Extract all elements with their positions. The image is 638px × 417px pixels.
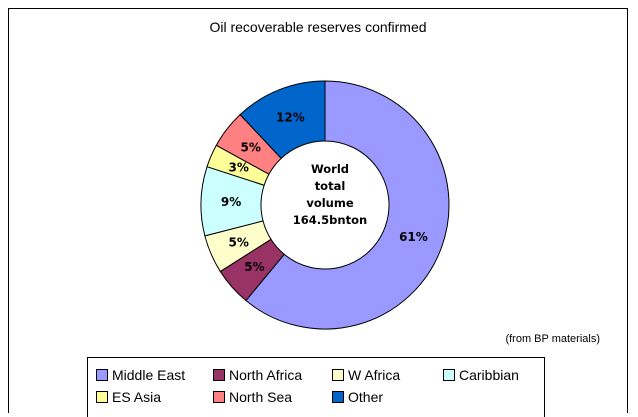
legend-swatch [96, 369, 108, 381]
slice-label: 5% [229, 235, 249, 249]
source-note: (from BP materials) [505, 333, 600, 345]
chart-area: Oil recoverable reserves confirmed 61% 5%… [8, 8, 628, 413]
legend-swatch [96, 391, 108, 403]
slice-middle-east [245, 80, 450, 330]
legend-swatch [332, 391, 344, 403]
legend-item-middle-east: Middle East [96, 367, 185, 383]
slice-label: 9% [221, 195, 241, 209]
center-label-line-3: volume [306, 196, 354, 210]
legend-item-north-africa: North Africa [213, 367, 302, 383]
slice-label: 12% [276, 111, 305, 125]
center-label-line-4: 164.5bnton [292, 213, 368, 227]
legend-label: ES Asia [112, 389, 162, 405]
legend-label: North Africa [229, 367, 303, 383]
legend-swatch [213, 369, 225, 381]
slice-label: 3% [229, 161, 249, 175]
center-label-line-2: total [314, 179, 346, 193]
legend-label: W Africa [348, 367, 401, 383]
legend-swatch [213, 391, 225, 403]
slice-label: 5% [241, 140, 261, 154]
center-label-line-1: World [310, 162, 350, 176]
chart-title: Oil recoverable reserves confirmed [209, 19, 427, 35]
slice-label: 5% [244, 260, 264, 274]
legend-swatch [443, 369, 455, 381]
center-label: World total volume 164.5bnton [275, 161, 385, 229]
legend: Middle East North Africa W Africa Caribb… [87, 357, 545, 417]
legend-label: Caribbian [459, 367, 519, 383]
legend-item-caribbian: Caribbian [443, 367, 519, 383]
legend-item-other: Other [332, 389, 383, 405]
legend-label: Other [348, 389, 384, 405]
legend-swatch [332, 369, 344, 381]
legend-label: Middle East [112, 367, 186, 383]
legend-item-w-africa: W Africa [332, 367, 400, 383]
slice-other [239, 80, 326, 160]
legend-item-north-sea: North Sea [213, 389, 292, 405]
slice-label: 61% [399, 230, 428, 244]
legend-item-es-asia: ES Asia [96, 389, 161, 405]
legend-label: North Sea [229, 389, 293, 405]
donut-chart: 61% 5% 5% 9% 3% 5% 12% [200, 80, 450, 330]
